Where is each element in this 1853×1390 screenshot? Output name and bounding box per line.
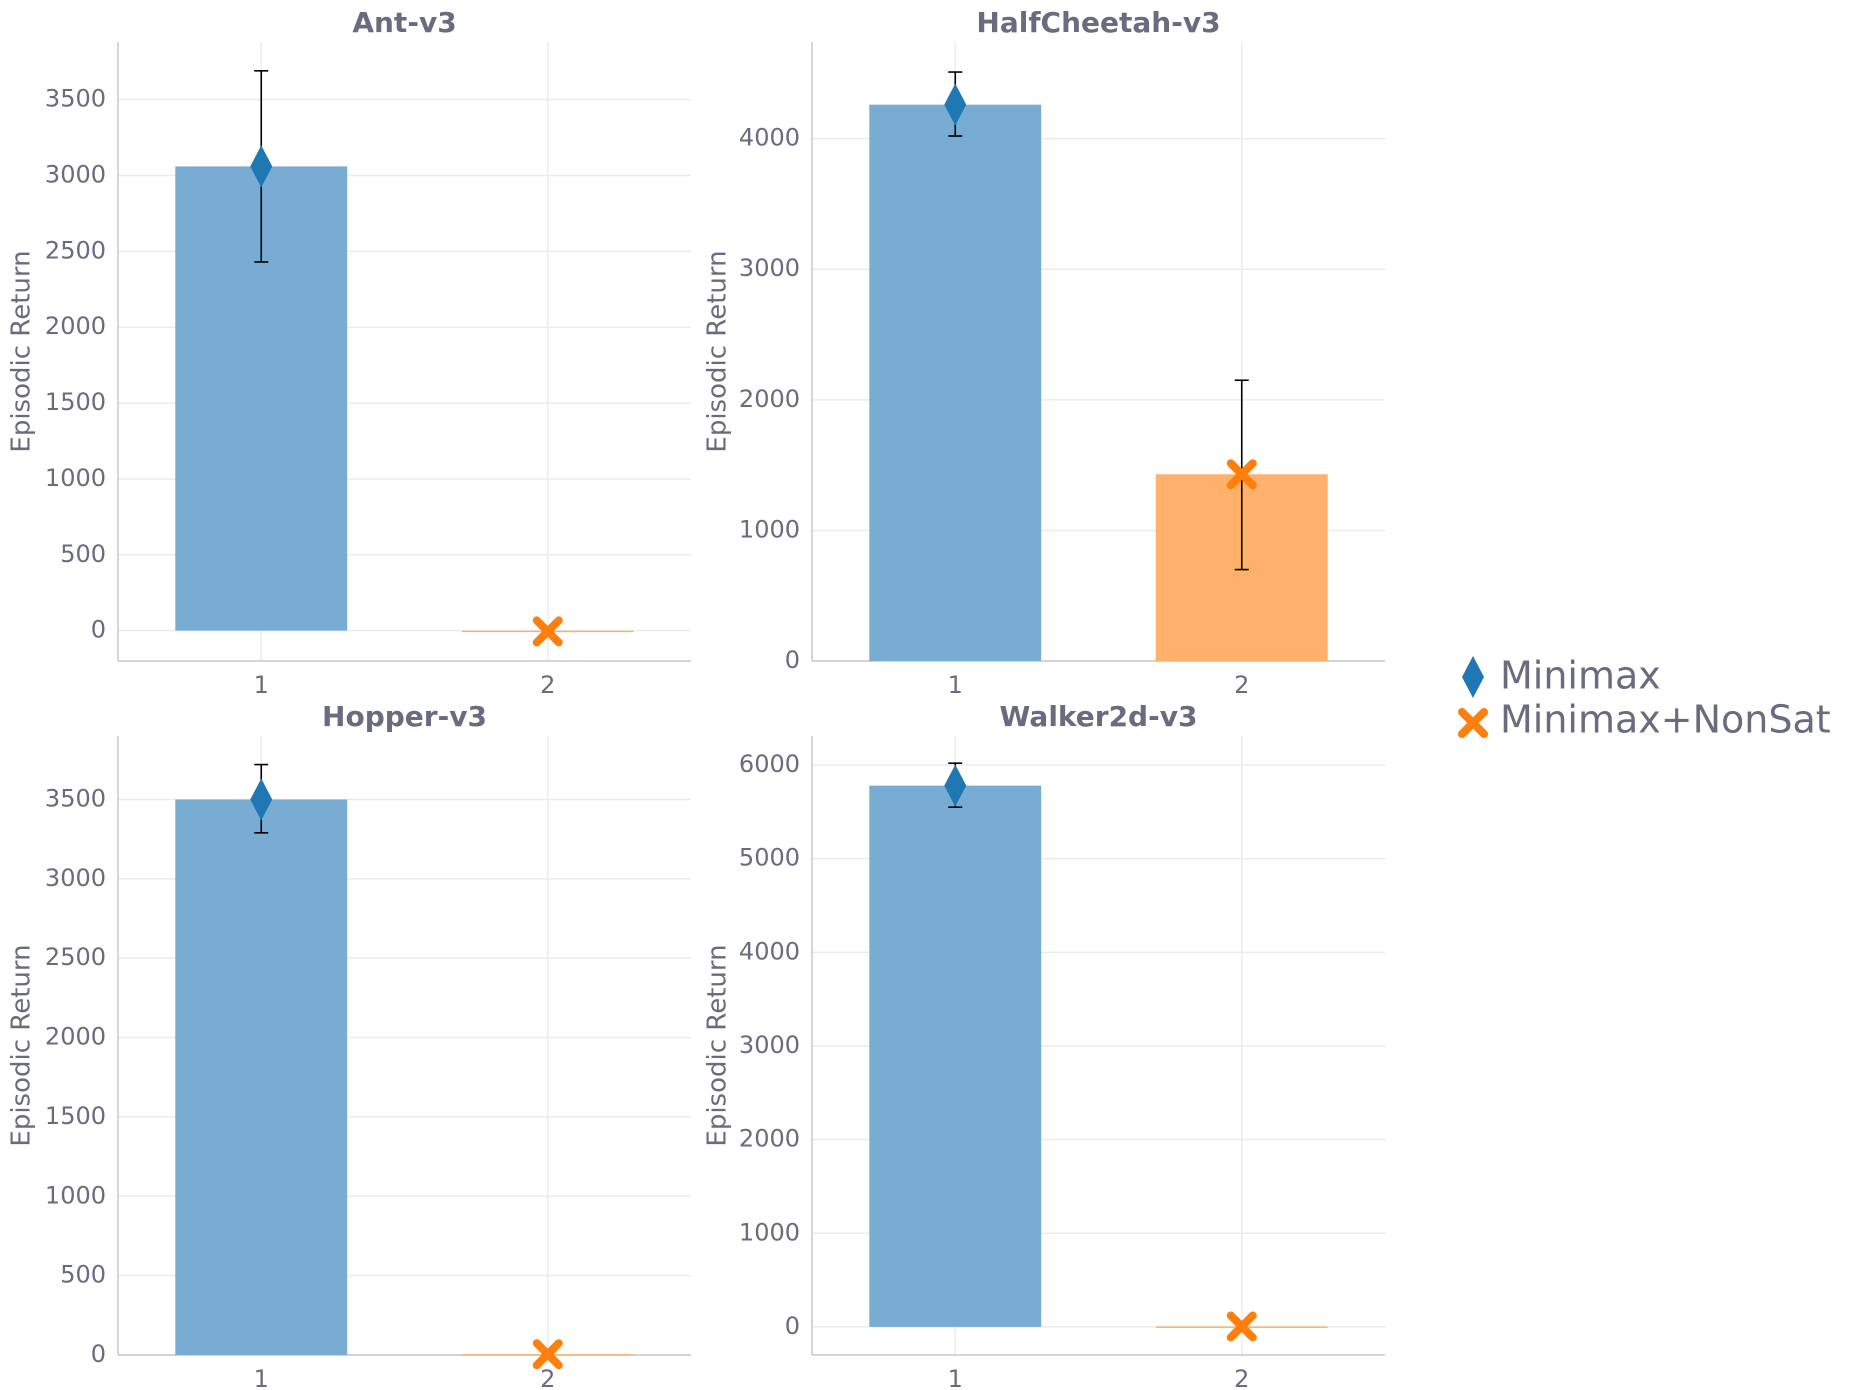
y-tick-label: 2500 xyxy=(45,236,106,264)
panel-title: Hopper-v3 xyxy=(322,700,487,733)
y-tick-label: 1500 xyxy=(45,388,106,416)
x-tick-label: 1 xyxy=(948,1365,963,1390)
y-tick-label: 2000 xyxy=(45,312,106,340)
x-tick-label: 1 xyxy=(254,671,269,699)
bar-minimax xyxy=(175,799,348,1355)
y-axis-label: Episodic Return xyxy=(703,250,733,452)
y-tick-label: 0 xyxy=(91,1340,106,1368)
panel-2: 0 1000 2000 3000 4000 1 2 HalfCheetah-v3 Episodi… xyxy=(703,6,1385,699)
mean-marker-minimax xyxy=(250,778,273,821)
bar-minimax xyxy=(869,785,1042,1327)
x-tick-label: 2 xyxy=(540,671,555,699)
panel-title: Walker2d-v3 xyxy=(1000,700,1198,733)
y-tick-label: 500 xyxy=(60,540,106,568)
y-tick-label: 1000 xyxy=(739,1218,800,1246)
mean-marker-minimax-nonsat xyxy=(1226,1311,1257,1342)
legend-minimax-nonsat-label: Minimax+NonSat xyxy=(1500,698,1831,742)
y-tick-label: 1000 xyxy=(45,464,106,492)
x-tick-label: 2 xyxy=(540,1365,555,1390)
y-tick-label: 2000 xyxy=(739,1125,800,1153)
panel-title: Ant-v3 xyxy=(352,6,456,39)
bar-minimax xyxy=(869,104,1042,662)
legend-minimax-label: Minimax xyxy=(1500,654,1661,698)
y-tick-label: 5000 xyxy=(739,844,800,872)
panel-1: 0 500 1000 1500 2000 2500 3000 3500 1 2 Ant-v3 Epis… xyxy=(7,6,691,699)
y-tick-label: 6000 xyxy=(739,750,800,778)
mean-marker-minimax-nonsat xyxy=(532,1339,563,1370)
legend-minimax-nonsat-marker xyxy=(1458,708,1488,738)
x-tick-label: 1 xyxy=(254,1365,269,1390)
y-tick-label: 1500 xyxy=(45,1102,106,1130)
panel-3: 0 500 1000 1500 2000 2500 3000 3500 1 2 Hopper-v3 E… xyxy=(7,700,691,1390)
mean-marker-minimax xyxy=(944,764,967,807)
y-tick-label: 3000 xyxy=(739,254,800,282)
mean-marker-minimax xyxy=(250,145,273,188)
legend-minimax-marker xyxy=(1462,656,1484,698)
panel-title: HalfCheetah-v3 xyxy=(976,6,1220,39)
y-tick-label: 500 xyxy=(60,1261,106,1289)
x-tick-label: 2 xyxy=(1234,671,1249,699)
y-tick-label: 3000 xyxy=(45,161,106,189)
y-tick-label: 2500 xyxy=(45,943,106,971)
y-tick-label: 0 xyxy=(91,616,106,644)
y-tick-label: 2000 xyxy=(45,1023,106,1051)
y-tick-label: 2000 xyxy=(739,385,800,413)
y-tick-label: 4000 xyxy=(739,124,800,152)
mean-marker-minimax xyxy=(944,83,967,126)
y-tick-label: 3000 xyxy=(45,864,106,892)
y-tick-label: 3500 xyxy=(45,784,106,812)
x-tick-label: 1 xyxy=(948,671,963,699)
y-axis-label: Episodic Return xyxy=(7,944,37,1146)
mean-marker-minimax-nonsat xyxy=(532,616,563,647)
y-tick-label: 1000 xyxy=(45,1181,106,1209)
x-tick-label: 2 xyxy=(1234,1365,1249,1390)
y-axis-label: Episodic Return xyxy=(7,250,37,452)
y-tick-label: 0 xyxy=(785,646,800,674)
y-tick-label: 0 xyxy=(785,1312,800,1340)
mean-marker-minimax-nonsat xyxy=(1226,459,1257,490)
y-tick-label: 3000 xyxy=(739,1031,800,1059)
y-tick-label: 4000 xyxy=(739,937,800,965)
legend: Minimax Minimax+NonSat xyxy=(1458,654,1831,742)
y-tick-label: 1000 xyxy=(739,515,800,543)
y-tick-label: 3500 xyxy=(45,85,106,113)
panel-4: 0 1000 2000 3000 4000 5000 6000 1 2 Walker2d-v3 Ep… xyxy=(703,700,1385,1390)
y-axis-label: Episodic Return xyxy=(703,944,733,1146)
